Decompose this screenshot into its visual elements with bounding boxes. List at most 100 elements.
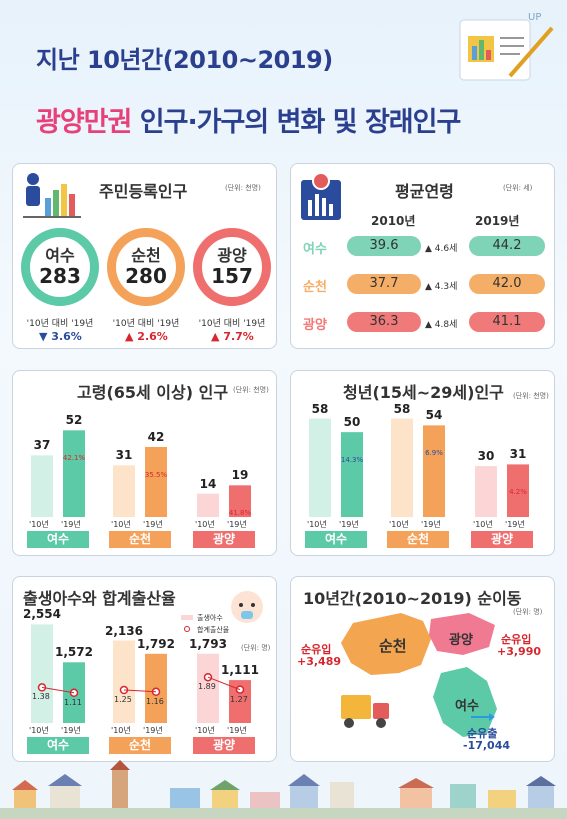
fertility-rate-label: 1.25 [114, 695, 132, 704]
bar [341, 432, 363, 517]
bar [475, 466, 497, 517]
category-tab: 여수 [27, 737, 89, 754]
category-tab: 여수 [27, 531, 89, 548]
migration-unit: (단위: 명) [513, 608, 543, 616]
bar [63, 430, 85, 517]
legend-item: 출생아수 [181, 613, 223, 623]
population-circle-1: 순천 280 [107, 228, 185, 306]
bar-tick-label: '10년 [473, 520, 493, 529]
population-city-name: 순천 [131, 246, 161, 266]
elderly-title: 고령(65세 이상) 인구 [77, 383, 229, 402]
rate-line [123, 689, 157, 693]
bar-value-label: 50 [343, 415, 361, 430]
bar-value-label: 30 [477, 449, 495, 464]
bar-change-percent: 42.1% [62, 454, 86, 463]
bar-value-label: 1,793 [189, 636, 227, 651]
registered-population-title: 주민등록인구 [99, 182, 188, 201]
year-2010-header: 2010년 [371, 214, 416, 228]
bar [229, 680, 251, 723]
bar [197, 653, 219, 723]
fertility-rate-label: 1.89 [198, 682, 216, 692]
registered-population-panel: 주민등록인구 (단위: 천명) 여수 283'10년 대비 '19년 ▼ 3.6% 순… [12, 163, 277, 349]
population-compare-label: '10년 대비 '19년 [198, 319, 266, 329]
legend-bar-swatch [181, 615, 193, 620]
population-circle-2: 광양 157 [193, 228, 271, 306]
gwangyang-label: 광양 [449, 633, 473, 648]
yeosu-label: 여수 [455, 699, 479, 714]
bar [423, 425, 445, 517]
bar-value-label: 1,792 [137, 636, 175, 651]
population-compare-label: '10년 대비 '19년 [112, 319, 180, 329]
category-tab: 광양 [193, 531, 255, 548]
yeosu-outflow-label: 순유출 [467, 727, 498, 740]
population-compare-label: '10년 대비 '19년 [26, 319, 94, 329]
suncheon-inflow-label: 순유입 [301, 643, 332, 656]
category-tab: 광양 [471, 531, 533, 548]
age-chart-icon [301, 172, 341, 220]
bar [31, 455, 53, 517]
bar-tick-label: '10년 [389, 520, 409, 529]
population-value: 157 [211, 263, 253, 288]
fertility-rate-label: 1.38 [32, 692, 50, 702]
migration-panel: 10년간(2010~2019) 순이동 (단위: 명) 순천 순유입 +3,48… [290, 576, 555, 762]
bar-tick-label: '10년 [307, 520, 327, 529]
svg-text:UP: UP [528, 12, 541, 23]
bar-tick-label: '19년 [61, 726, 81, 735]
people-chart-icon [23, 173, 81, 218]
bar-tick-label: '10년 [29, 726, 49, 735]
bar-tick-label: '10년 [111, 520, 131, 529]
truck-icon [341, 695, 371, 719]
bar [309, 418, 331, 517]
bar-tick-label: '10년 [111, 726, 131, 735]
fertility-rate-label: 1.16 [146, 696, 164, 706]
average-age-unit: (단위: 세) [503, 184, 533, 192]
year-2019-header: 2019년 [475, 214, 520, 228]
average-age-panel: 평균연령 (단위: 세) 2010년 2019년 여수 39.6 ▲ 4.6세 44.… [290, 163, 555, 349]
youth-unit: (단위: 천명) [513, 392, 549, 400]
bar-change-percent: 6.9% [425, 449, 443, 458]
bar-tick-label: '10년 [29, 520, 49, 529]
category-tab: 광양 [193, 737, 255, 754]
age-2019-pill: 42.0 [469, 274, 545, 294]
yeosu-region [433, 667, 497, 737]
population-value: 280 [125, 263, 167, 288]
rate-line [41, 686, 75, 694]
bar-value-label: 54 [425, 408, 443, 423]
bar-value-label: 31 [509, 447, 527, 462]
chart-illustration: UP [459, 12, 554, 81]
bar-value-label: 19 [231, 468, 249, 483]
gwangyang-region [429, 613, 495, 655]
category-tab: 여수 [305, 531, 367, 548]
population-change: ▲ 2.6% [125, 330, 168, 343]
bar-value-label: 52 [65, 413, 83, 428]
page-title: 지난 10년간(2010~2019) [36, 46, 333, 74]
youth-title: 청년(15세~29세)인구 [343, 383, 504, 402]
age-2010-pill: 37.7 [347, 274, 421, 294]
suncheon-label: 순천 [379, 637, 407, 655]
age-region-name: 순천 [303, 280, 327, 295]
bar-tick-label: '19년 [61, 520, 81, 529]
population-change: ▲ 7.7% [211, 330, 254, 343]
births-chart [31, 624, 251, 723]
gwangyang-inflow-label: 순유입 [501, 633, 532, 646]
bar-value-label: 31 [115, 448, 133, 463]
bar [197, 493, 219, 517]
bar-value-label: 2,554 [23, 607, 61, 622]
bar-value-label: 14 [199, 476, 217, 491]
suncheon-region [341, 613, 431, 675]
subtitle-rest: 인구·가구의 변화 및 장래인구 [131, 107, 462, 138]
births-unit: (단위: 명) [241, 644, 271, 652]
migration-map [341, 613, 497, 737]
population-value: 283 [39, 263, 81, 288]
bar-tick-label: '19년 [227, 726, 247, 735]
bar [229, 485, 251, 517]
bar-change-percent: 14.3% [340, 456, 364, 465]
bar-tick-label: '19년 [143, 726, 163, 735]
population-city-name: 광양 [217, 246, 247, 266]
age-change: ▲ 4.3세 [425, 282, 458, 292]
bar-value-label: 1,572 [55, 645, 93, 660]
baby-icon [231, 591, 263, 623]
age-2010-pill: 39.6 [347, 236, 421, 256]
bar-tick-label: '19년 [143, 520, 163, 529]
age-2019-pill: 44.2 [469, 236, 545, 256]
